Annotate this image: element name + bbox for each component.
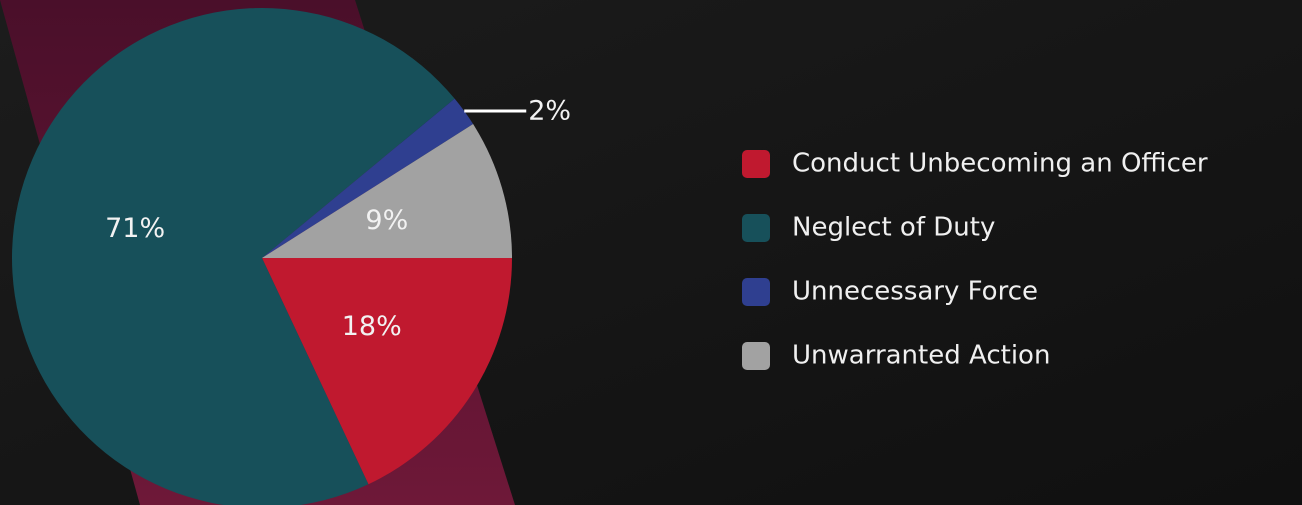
legend-swatch [742, 214, 770, 242]
legend-label: Unnecessary Force [792, 277, 1038, 307]
legend-swatch [742, 150, 770, 178]
pie-slice [262, 98, 474, 258]
legend-label: Unwarranted Action [792, 341, 1050, 371]
pie-slice [262, 258, 512, 485]
slice-label: 71% [105, 213, 165, 244]
pie-slice [12, 8, 455, 505]
slice-label: 2% [528, 96, 571, 127]
legend-swatch [742, 278, 770, 306]
pie: 18% 71% 2% 9% [12, 8, 571, 505]
pie-slice [262, 124, 512, 258]
legend-label: Conduct Unbecoming an Officer [792, 149, 1208, 179]
legend-label: Neglect of Duty [792, 213, 995, 243]
slice-label: 18% [342, 311, 402, 342]
legend: Conduct Unbecoming an Officer Neglect of … [742, 149, 1208, 371]
legend-swatch [742, 342, 770, 370]
slice-label: 9% [365, 205, 408, 236]
